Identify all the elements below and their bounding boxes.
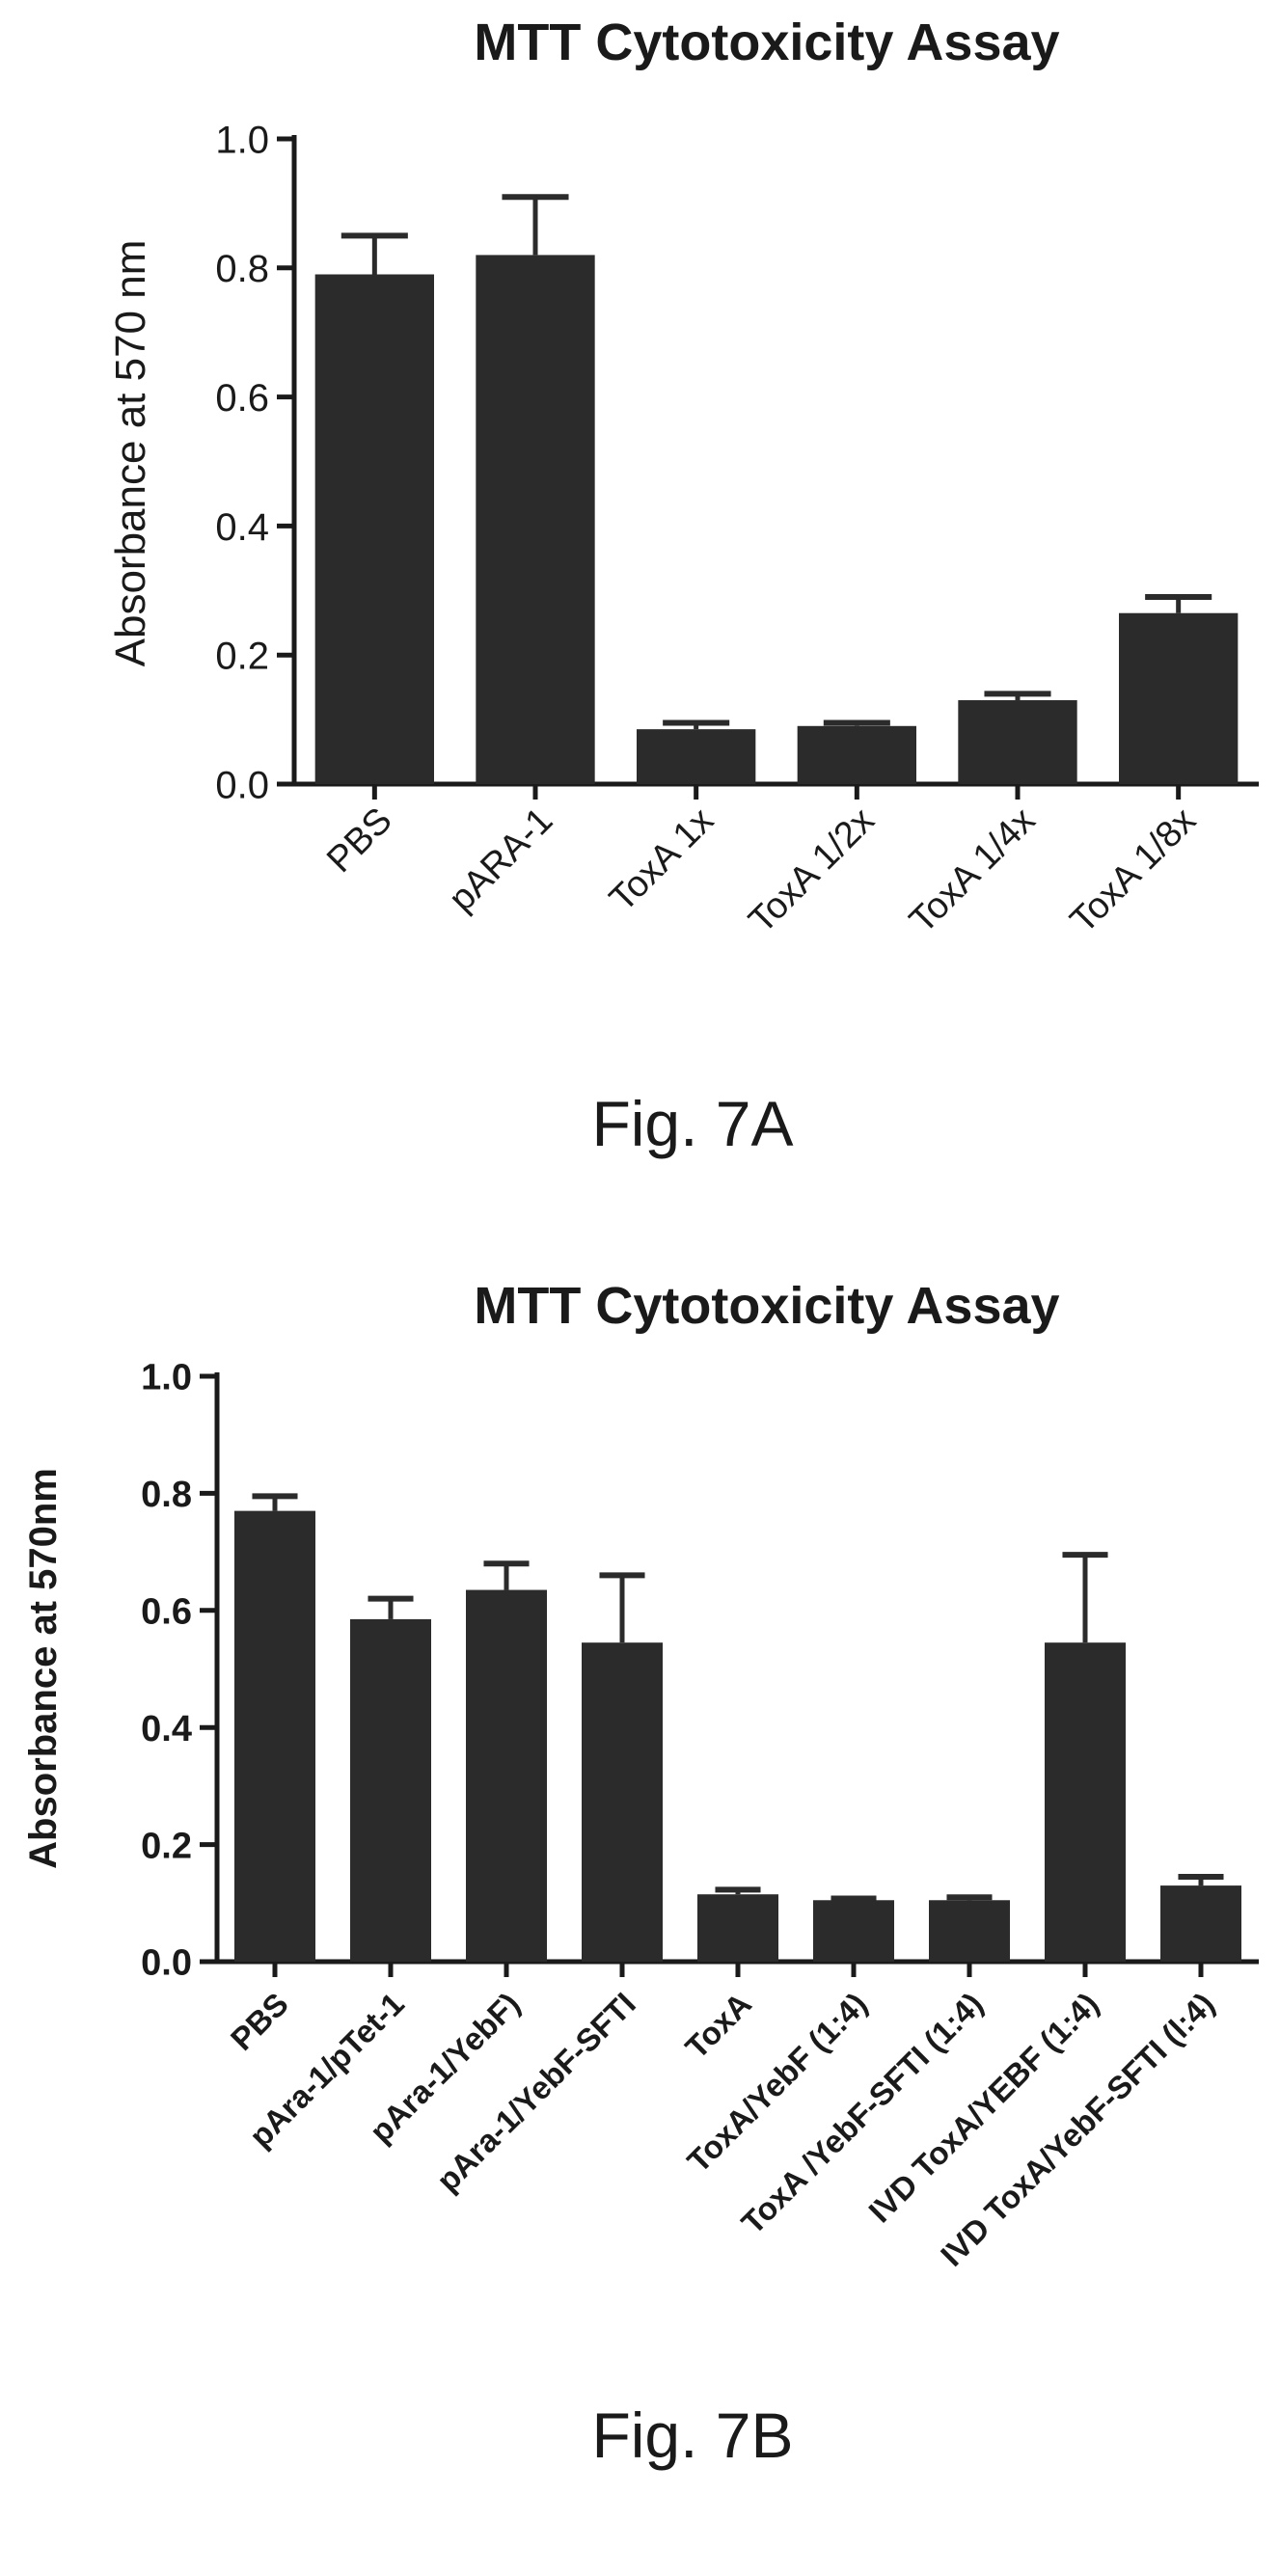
x-tick-label: ToxA 1/8x	[1063, 800, 1204, 941]
bar	[797, 725, 916, 784]
bar	[314, 274, 434, 784]
y-tick-label: 0.4	[215, 506, 269, 549]
bar	[929, 1900, 1010, 1962]
y-tick-label: 0.8	[215, 248, 269, 290]
chart-7b-bars	[234, 1493, 1241, 1962]
x-tick-label: ToxA 1/4x	[902, 800, 1043, 941]
bar	[697, 1894, 778, 1962]
y-tick-label: 1.0	[215, 119, 269, 161]
bar	[582, 1642, 663, 1962]
bar	[1160, 1885, 1241, 1962]
x-tick-label: ToxA 1x	[602, 800, 722, 920]
bar	[350, 1618, 431, 1962]
chart-7b-x-tick-labels: PBSpAra-1/pTet-1pAra-1/YebF)pAra-1/YebF-…	[224, 1962, 1221, 2273]
chart-7a: MTT Cytotoxicity Assay Absorbance at 570…	[107, 14, 1259, 1159]
y-tick-label: 0.4	[141, 1709, 192, 1749]
chart-7a-axes	[291, 135, 1259, 787]
chart-7a-y-axis-label: Absorbance at 570 nm	[107, 240, 154, 667]
x-tick-label: pARA-1	[442, 800, 561, 920]
y-tick-label: 0.6	[141, 1591, 192, 1632]
y-tick-label: 0.0	[141, 1943, 192, 1984]
x-tick-label: ToxA	[678, 1986, 758, 2066]
figure-7b-label: Fig. 7B	[591, 2400, 793, 2471]
bar	[813, 1900, 894, 1962]
chart-7a-bars	[314, 194, 1239, 784]
chart-7a-x-tick-labels: PBS pARA-1 ToxA 1x ToxA 1/2x ToxA 1/4x ToxA 1…	[319, 784, 1204, 941]
bar	[466, 1589, 547, 1962]
y-tick-label: 0.0	[215, 764, 269, 806]
x-tick-label: pAra-1/YebF-SFTI	[429, 1986, 642, 2199]
y-tick-label: 1.0	[141, 1358, 192, 1398]
x-tick-label: PBS	[224, 1986, 295, 2057]
chart-7b-y-ticks: 0.0 0.2 0.4 0.6 0.8 1.0	[141, 1358, 217, 1984]
bar	[1045, 1642, 1126, 1962]
y-tick-label: 0.8	[141, 1475, 192, 1515]
y-tick-label: 0.2	[215, 636, 269, 678]
x-tick-label: PBS	[319, 800, 399, 881]
bar	[958, 700, 1077, 784]
chart-7b-y-axis-label: Absorbance at 570nm	[22, 1468, 65, 1869]
bar	[234, 1510, 315, 1962]
bar	[1119, 612, 1239, 784]
bar	[637, 729, 756, 784]
chart-7b: MTT Cytotoxicity Assay Absorbance at 570…	[22, 1277, 1259, 2471]
chart-7b-title: MTT Cytotoxicity Assay	[474, 1277, 1059, 1335]
x-tick-label: IVD ToxA/YEBF (1:4)	[861, 1986, 1105, 2230]
figure-7a-label: Fig. 7A	[591, 1088, 793, 1159]
y-tick-label: 0.6	[215, 377, 269, 420]
chart-7a-y-ticks: 0.0 0.2 0.4 0.6 0.8 1.0	[215, 119, 294, 806]
x-tick-label: ToxA 1/2x	[741, 800, 882, 941]
y-tick-label: 0.2	[141, 1826, 192, 1866]
chart-7a-title: MTT Cytotoxicity Assay	[474, 14, 1059, 71]
bar	[476, 255, 595, 784]
